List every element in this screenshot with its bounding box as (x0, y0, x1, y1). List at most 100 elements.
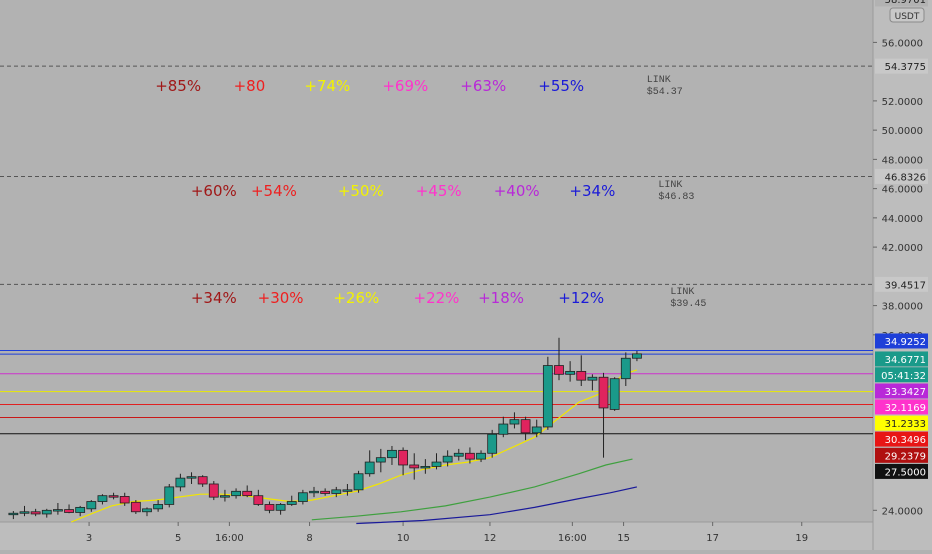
candle-body (164, 486, 175, 505)
candle-down[interactable] (398, 447, 408, 476)
candle-body (498, 423, 509, 435)
percent-label: +50% (338, 182, 384, 200)
price-label: 58.9701 (875, 0, 928, 7)
price-label: 34.6771 (875, 351, 928, 367)
candle-body (220, 495, 230, 498)
candle-up[interactable] (620, 352, 631, 387)
candle-up[interactable] (75, 505, 86, 517)
candle-body (86, 501, 97, 510)
price-label-box (875, 431, 928, 447)
candles (8, 337, 642, 520)
candle-body (320, 490, 331, 494)
candle-up[interactable] (364, 450, 375, 477)
link-price-label: $39.45 (670, 298, 706, 310)
candle-up[interactable] (309, 486, 319, 498)
price-label-text: 32.1169 (885, 403, 926, 414)
price-label: 46.8326 (875, 168, 928, 184)
candle-body (331, 489, 342, 494)
price-label: 29.2379 (875, 447, 928, 463)
candle-down[interactable] (576, 355, 587, 387)
candle-up[interactable] (542, 356, 553, 430)
candle-down[interactable] (119, 492, 130, 506)
candle-body (297, 492, 308, 502)
candle-down[interactable] (409, 453, 420, 480)
y-tick-label: 42.0000 (882, 243, 923, 254)
candle-body (632, 353, 642, 359)
candle-up[interactable] (175, 473, 186, 492)
price-label-box (875, 168, 928, 184)
candle-up[interactable] (97, 494, 108, 505)
x-tick-label: 17 (706, 533, 719, 544)
candle-up[interactable] (353, 470, 364, 493)
candle-up[interactable] (531, 419, 542, 438)
candle-up[interactable] (587, 374, 598, 391)
candle-body (75, 506, 86, 513)
y-tick-label: 44.0000 (882, 214, 923, 225)
percent-label: +85% (155, 77, 201, 95)
candle-body (453, 452, 464, 457)
candle-up[interactable] (186, 472, 197, 484)
candle-up[interactable] (565, 361, 576, 382)
candle-up[interactable] (609, 377, 620, 411)
candle-down[interactable] (554, 337, 564, 381)
price-label-box (875, 276, 928, 292)
candle-down[interactable] (242, 485, 253, 498)
candle-up[interactable] (509, 412, 520, 429)
candle-body (509, 419, 520, 425)
x-tick-label: 19 (795, 533, 808, 544)
y-tick-label: 46.0000 (882, 185, 923, 196)
candle-down[interactable] (130, 500, 141, 514)
price-label-text: 30.3496 (885, 435, 926, 446)
price-label-text: 29.2379 (885, 451, 926, 462)
currency-badge[interactable]: USDT (889, 7, 925, 23)
price-label: 54.3775 (875, 58, 928, 74)
candle-down[interactable] (264, 501, 275, 514)
candle-up[interactable] (275, 502, 286, 515)
candle-up[interactable] (331, 486, 342, 498)
candle-up[interactable] (487, 429, 498, 458)
candle-down[interactable] (208, 481, 219, 501)
candle-up[interactable] (453, 448, 464, 461)
candle-up[interactable] (8, 511, 19, 520)
candle-up[interactable] (41, 508, 52, 518)
price-label-box (875, 351, 928, 367)
candle-up[interactable] (153, 500, 164, 512)
candle-body (242, 490, 253, 497)
candle-up[interactable] (231, 488, 241, 499)
candle-up[interactable] (498, 416, 509, 438)
candle-down[interactable] (465, 447, 475, 464)
candle-down[interactable] (598, 372, 609, 458)
candle-down[interactable] (253, 489, 264, 506)
candle-up[interactable] (297, 489, 308, 505)
candle-up[interactable] (387, 445, 397, 465)
candle-up[interactable] (420, 459, 431, 474)
price-labels: 58.9701 54.3775 46.8326 39.4517 34.9252 34.67… (875, 0, 928, 479)
candle-up[interactable] (164, 483, 175, 508)
candle-up[interactable] (375, 448, 386, 473)
candle-up[interactable] (476, 450, 486, 463)
candle-down[interactable] (30, 508, 41, 517)
candle-body (64, 509, 74, 513)
candle-body (387, 449, 397, 459)
plot-background (0, 0, 873, 522)
price-label: 27.5000 (875, 463, 928, 479)
candle-body (275, 504, 286, 511)
candle-up[interactable] (442, 450, 453, 467)
candle-down[interactable] (108, 492, 119, 500)
candle-up[interactable] (342, 483, 353, 496)
candle-down[interactable] (520, 416, 531, 441)
candle-up[interactable] (53, 502, 63, 515)
price-label: 39.4517 (875, 276, 928, 292)
horizontal-lines (0, 350, 873, 435)
candle-up[interactable] (142, 507, 152, 517)
candle-up[interactable] (220, 489, 230, 502)
candle-up[interactable] (431, 453, 442, 470)
candle-up[interactable] (19, 505, 30, 517)
candle-up[interactable] (632, 350, 642, 362)
candle-up[interactable] (86, 500, 97, 512)
candle-up[interactable] (286, 495, 297, 506)
candle-down[interactable] (197, 475, 208, 487)
candle-down[interactable] (64, 504, 74, 514)
candle-down[interactable] (320, 488, 331, 496)
